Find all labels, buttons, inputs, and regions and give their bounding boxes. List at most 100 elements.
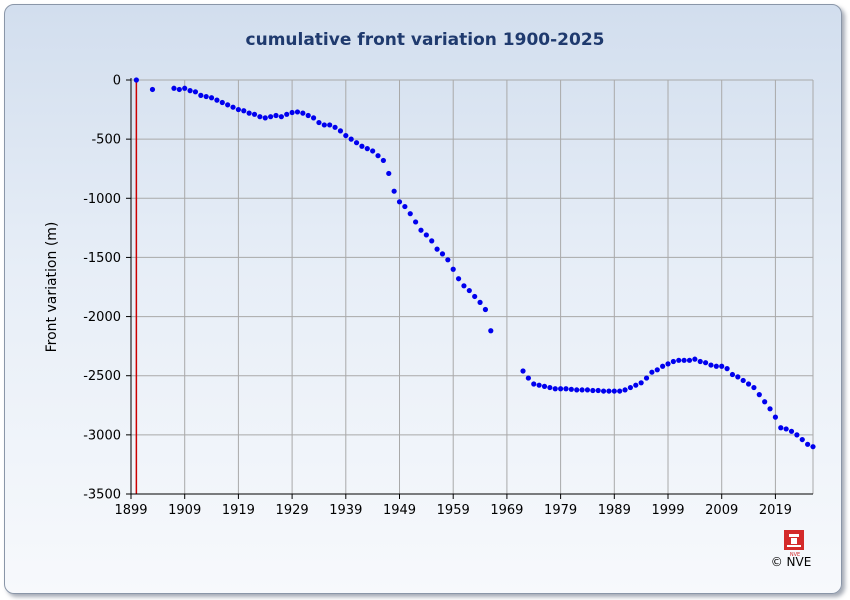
axes [126,78,813,499]
data-point [364,146,370,152]
data-point [676,357,682,363]
data-point [767,406,773,412]
data-point [783,426,789,432]
x-tick-label: 1979 [544,503,577,518]
data-point [251,111,258,117]
x-tick-label: 2009 [705,503,738,518]
data-point [735,374,741,380]
data-point [692,356,698,362]
data-point [230,104,236,110]
data-point [778,425,784,431]
data-point [729,371,736,378]
data-point [176,86,182,93]
y-tick-label: -2500 [83,369,121,384]
data-point [799,436,805,443]
data-point [579,387,585,393]
data-point [670,358,676,365]
data-point [262,115,268,121]
nve-logo-mark [791,538,797,544]
data-point [402,203,408,210]
data-point [477,299,483,305]
data-point [595,387,601,394]
data-point [810,444,816,450]
x-tick-label: 1909 [168,503,201,518]
data-point [327,122,333,128]
data-point [235,106,242,113]
x-tick-label: 1899 [114,503,147,518]
data-point [423,232,429,238]
data-point [289,109,295,116]
data-points [133,77,816,450]
data-point [149,86,156,93]
data-point [552,386,558,392]
nve-logo-mark [789,534,799,537]
y-tick-label: 0 [113,74,121,89]
data-point [310,115,317,121]
data-point [332,124,338,130]
data-point [633,382,639,388]
nve-logo-text: NVE [790,552,800,558]
data-point [305,112,311,119]
y-tick-label: -500 [91,133,121,148]
data-point [273,112,279,119]
x-tick-label: 1919 [222,503,255,518]
x-tick-label: 1929 [276,503,309,518]
data-point [219,99,225,106]
data-point [697,358,703,365]
data-point [547,384,553,391]
data-point [606,388,612,394]
data-point [246,110,252,116]
data-point [337,128,344,134]
copyright-text: © NVE [771,555,812,569]
data-point [584,387,591,393]
data-point [353,140,360,146]
y-tick-label: -1000 [83,192,121,207]
y-tick-label: -3000 [83,428,121,443]
data-point [622,387,628,393]
data-point [772,414,779,420]
y-tick-label: -2000 [83,310,121,325]
data-point [568,386,574,392]
data-point [590,387,596,394]
data-point [466,287,472,294]
data-point [321,122,327,128]
data-point [370,148,376,154]
data-point [225,102,231,108]
data-point [294,109,301,115]
data-point [418,227,424,233]
data-point [359,143,365,149]
data-point [171,85,177,91]
data-point [407,211,413,217]
data-point [187,88,193,94]
data-point [686,357,693,363]
data-point [708,362,714,368]
data-point [192,89,199,95]
grid-lines [130,79,814,495]
data-point [520,368,526,374]
data-point [541,383,548,389]
data-point [461,283,467,289]
data-point [396,199,403,205]
data-point [316,119,322,126]
data-point [257,114,263,120]
data-point [611,388,617,394]
data-point [472,293,478,300]
nve-logo-mark [787,545,801,547]
x-tick-label: 1939 [329,503,362,518]
data-point [563,386,569,392]
data-point [558,386,564,392]
data-point [740,377,746,384]
data-point [805,441,811,447]
data-point [198,92,204,98]
x-tick-label: 1969 [490,503,523,518]
chart-title: cumulative front variation 1900-2025 [246,30,605,50]
data-point [488,328,494,334]
x-tick-label: 1999 [651,503,684,518]
data-point [536,382,542,388]
data-point [660,363,666,369]
data-point [681,357,687,363]
data-point [617,388,623,394]
data-point [724,366,730,372]
x-tick-label: 1989 [598,503,631,518]
